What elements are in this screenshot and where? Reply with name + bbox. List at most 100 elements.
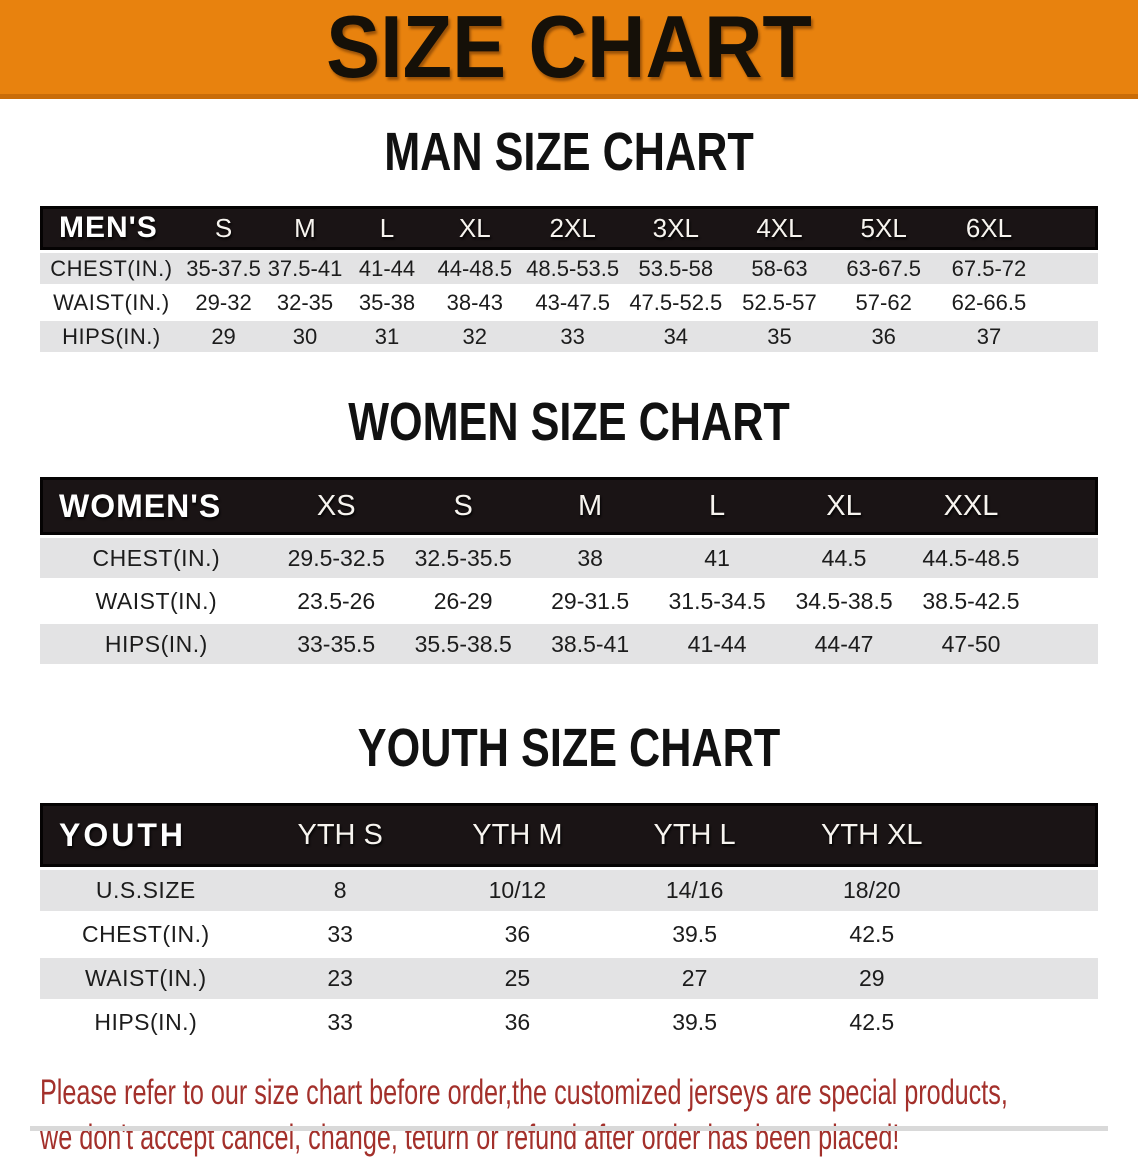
women-row-3: HIPS(IN.) 33-35.5 35.5-38.5 38.5-41 41-44 44-… [40, 624, 1098, 664]
youth-cell-r2c1: 33 [251, 914, 429, 955]
women-cell-r2c1: 23.5-26 [272, 581, 400, 621]
men-table-label: MEN'S [40, 206, 183, 250]
men-cell-r1c8: 63-67.5 [831, 253, 937, 284]
men-column-1: S [182, 206, 265, 250]
women-header-row: WOMEN'S XS S M L XL XXL [40, 477, 1098, 535]
women-cell-r1c2: 32.5-35.5 [399, 538, 527, 578]
women-cell-filler-r3 [1034, 624, 1098, 664]
women-column-filler [1034, 477, 1098, 535]
youth-cell-r3c4: 29 [783, 958, 961, 999]
men-column-filler [1041, 206, 1098, 250]
size-chart-banner: SIZE CHART [0, 0, 1138, 99]
bottom-edge-strip [30, 1126, 1108, 1131]
women-column-4: L [653, 477, 781, 535]
men-cell-r1c1: 35-37.5 [182, 253, 265, 284]
youth-row-label-3: WAIST(IN.) [40, 958, 252, 999]
men-row-label-1: CHEST(IN.) [40, 253, 183, 284]
youth-row-label-1: U.S.SIZE [40, 870, 252, 911]
youth-cell-r2c4: 42.5 [783, 914, 961, 955]
women-table-label: WOMEN'S [40, 477, 273, 535]
men-cell-r2c6: 47.5-52.5 [623, 287, 728, 318]
women-column-5: XL [780, 477, 908, 535]
women-cell-r1c1: 29.5-32.5 [272, 538, 400, 578]
women-column-1: XS [272, 477, 400, 535]
youth-cell-filler-r2 [960, 914, 1098, 955]
men-cell-r1c9: 67.5-72 [936, 253, 1042, 284]
men-cell-r2c3: 35-38 [345, 287, 429, 318]
order-note-line-1: Please refer to our size chart before or… [40, 1071, 1138, 1116]
women-cell-r2c5: 34.5-38.5 [780, 581, 908, 621]
youth-chart-heading: YOUTH SIZE CHART [0, 667, 1138, 800]
men-cell-filler-r1 [1041, 253, 1098, 284]
men-cell-r2c7: 52.5-57 [727, 287, 832, 318]
men-chart-heading: MAN SIZE CHART [0, 99, 1138, 203]
men-cell-r3c9: 37 [936, 321, 1042, 352]
youth-row-4: HIPS(IN.) 33 36 39.5 42.5 [40, 1002, 1098, 1043]
men-cell-r3c3: 31 [345, 321, 429, 352]
youth-row-label-4: HIPS(IN.) [40, 1002, 252, 1043]
men-cell-r1c3: 41-44 [345, 253, 429, 284]
order-note-line-1-text: Please refer to our size chart before or… [40, 1073, 1008, 1112]
women-cell-r3c3: 38.5-41 [526, 624, 654, 664]
women-chart-heading-text: WOMEN SIZE CHART [348, 392, 790, 452]
youth-row-3: WAIST(IN.) 23 25 27 29 [40, 958, 1098, 999]
women-cell-r2c3: 29-31.5 [526, 581, 654, 621]
youth-cell-r3c1: 23 [251, 958, 429, 999]
youth-cell-r3c3: 27 [606, 958, 784, 999]
men-row-label-3: HIPS(IN.) [40, 321, 183, 352]
women-cell-r3c1: 33-35.5 [272, 624, 400, 664]
youth-cell-filler-r1 [960, 870, 1098, 911]
women-row-2: WAIST(IN.) 23.5-26 26-29 29-31.5 31.5-34.5 34… [40, 581, 1098, 621]
youth-cell-r4c2: 36 [428, 1002, 606, 1043]
men-cell-r3c5: 33 [521, 321, 624, 352]
women-cell-r2c6: 38.5-42.5 [907, 581, 1035, 621]
youth-row-1: U.S.SIZE 8 10/12 14/16 18/20 [40, 870, 1098, 911]
men-cell-r3c2: 30 [264, 321, 346, 352]
youth-cell-r4c1: 33 [251, 1002, 429, 1043]
women-cell-r3c5: 44-47 [780, 624, 908, 664]
women-cell-r3c4: 41-44 [653, 624, 781, 664]
women-cell-r1c4: 41 [653, 538, 781, 578]
men-column-6: 3XL [623, 206, 728, 250]
men-cell-r3c7: 35 [727, 321, 832, 352]
youth-row-2: CHEST(IN.) 33 36 39.5 42.5 [40, 914, 1098, 955]
women-row-label-3: HIPS(IN.) [40, 624, 273, 664]
women-size-table: WOMEN'S XS S M L XL XXL CHEST(IN.) 29.5-32.5 32.… [40, 474, 1098, 667]
men-column-3: L [345, 206, 429, 250]
order-note-line-2-text: we don't accept cancel, change, teturn o… [40, 1117, 900, 1157]
youth-cell-filler-r3 [960, 958, 1098, 999]
women-row-label-1: CHEST(IN.) [40, 538, 273, 578]
women-row-label-2: WAIST(IN.) [40, 581, 273, 621]
men-cell-r1c6: 53.5-58 [623, 253, 728, 284]
men-size-table: MEN'S S M L XL 2XL 3XL 4XL 5XL 6XL CHEST(IN.) 35-3… [40, 203, 1098, 355]
order-note: Please refer to our size chart before or… [40, 1071, 1138, 1161]
youth-row-label-2: CHEST(IN.) [40, 914, 252, 955]
youth-cell-filler-r4 [960, 1002, 1098, 1043]
youth-column-4: YTH XL [783, 803, 961, 867]
men-column-7: 4XL [727, 206, 832, 250]
youth-cell-r4c4: 42.5 [783, 1002, 961, 1043]
men-row-2: WAIST(IN.) 29-32 32-35 35-38 38-43 43-47.5 47.… [40, 287, 1098, 318]
men-row-1: CHEST(IN.) 35-37.5 37.5-41 41-44 44-48.5 48.5… [40, 253, 1098, 284]
women-chart-heading: WOMEN SIZE CHART [0, 355, 1138, 474]
section-women: WOMEN SIZE CHART WOMEN'S XS S M L XL XXL CHEST… [0, 355, 1138, 667]
men-cell-r3c4: 32 [428, 321, 522, 352]
men-column-5: 2XL [521, 206, 624, 250]
women-cell-r1c6: 44.5-48.5 [907, 538, 1035, 578]
youth-cell-r4c3: 39.5 [606, 1002, 784, 1043]
men-cell-filler-r3 [1041, 321, 1098, 352]
women-column-2: S [399, 477, 527, 535]
men-cell-r2c5: 43-47.5 [521, 287, 624, 318]
youth-column-filler [960, 803, 1098, 867]
men-header-row: MEN'S S M L XL 2XL 3XL 4XL 5XL 6XL [40, 206, 1098, 250]
men-row-3: HIPS(IN.) 29 30 31 32 33 34 35 36 37 [40, 321, 1098, 352]
men-column-9: 6XL [936, 206, 1042, 250]
youth-column-3: YTH L [606, 803, 784, 867]
men-column-8: 5XL [831, 206, 937, 250]
women-cell-filler-r1 [1034, 538, 1098, 578]
men-row-label-2: WAIST(IN.) [40, 287, 183, 318]
women-cell-r3c6: 47-50 [907, 624, 1035, 664]
men-cell-r2c1: 29-32 [182, 287, 265, 318]
men-column-4: XL [428, 206, 522, 250]
youth-cell-r1c3: 14/16 [606, 870, 784, 911]
